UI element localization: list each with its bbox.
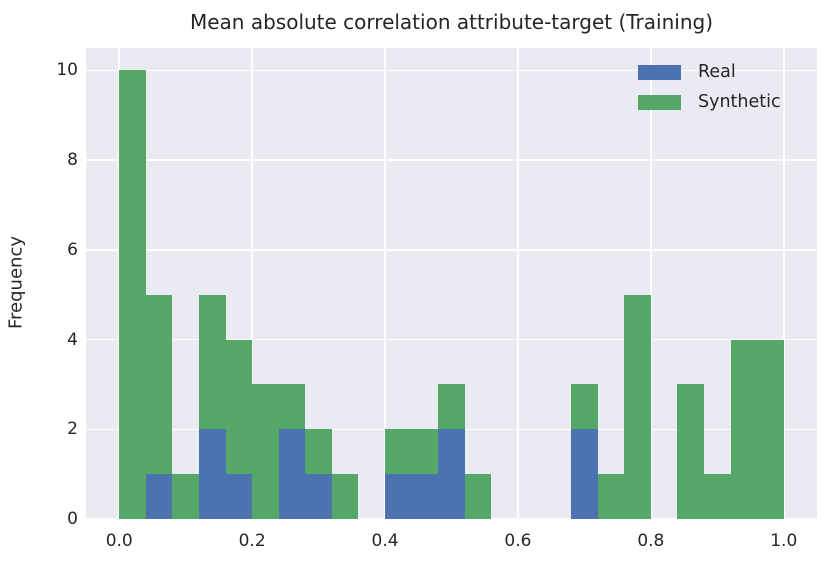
bar-column <box>305 429 332 519</box>
bar-column <box>225 339 253 519</box>
bar-column <box>677 384 705 519</box>
bar-column <box>730 339 758 519</box>
bar-column <box>571 384 598 519</box>
bar-column <box>252 384 279 519</box>
bar-segment-synthetic <box>411 429 439 475</box>
plot-area: Real Synthetic <box>86 48 817 520</box>
gridline-horizontal <box>86 249 817 251</box>
bar-column <box>464 474 492 519</box>
x-tick-label: 0.4 <box>371 531 399 551</box>
bar-segment-real <box>571 429 598 519</box>
bar-segment-real <box>225 474 253 519</box>
legend-item-synthetic: Synthetic <box>638 90 781 114</box>
bar-column <box>704 474 731 519</box>
bar-segment-synthetic <box>119 70 146 519</box>
bar-segment-synthetic <box>704 474 731 519</box>
bar-segment-synthetic <box>730 339 758 519</box>
gridline-horizontal <box>86 338 817 341</box>
bar-segment-real <box>411 474 439 519</box>
gridline-vertical <box>251 48 253 519</box>
gridline-vertical <box>384 48 386 519</box>
bar-segment-synthetic <box>464 474 492 519</box>
bar-segment-real <box>198 429 226 519</box>
bar-segment-synthetic <box>145 294 173 475</box>
bar-segment-real <box>278 429 306 519</box>
bar-column <box>172 474 199 519</box>
bar-segment-synthetic <box>225 339 253 475</box>
bar-segment-real <box>438 429 465 519</box>
gridline-vertical <box>650 48 652 519</box>
x-tick-label: 0.8 <box>637 531 665 551</box>
legend: Real Synthetic <box>638 60 781 114</box>
bar-segment-synthetic <box>278 384 306 430</box>
bar-segment-synthetic <box>624 294 651 519</box>
bar-segment-synthetic <box>172 474 199 519</box>
legend-swatch-synthetic <box>638 94 681 110</box>
gridline-horizontal <box>86 518 817 520</box>
y-tick-label: 6 <box>67 239 78 260</box>
y-tick-label: 10 <box>56 60 78 81</box>
bar-column <box>597 474 625 519</box>
bar-column <box>119 70 146 519</box>
bar-segment-synthetic <box>252 384 279 519</box>
bar-segment-synthetic <box>305 429 332 475</box>
bar-segment-real <box>385 474 412 519</box>
bar-column <box>624 294 651 519</box>
gridline-vertical <box>783 48 785 519</box>
y-tick-label: 4 <box>67 329 78 350</box>
bar-segment-synthetic <box>438 384 465 430</box>
y-tick-label: 0 <box>67 509 78 529</box>
bar-segment-real <box>145 474 173 519</box>
chart-title: Mean absolute correlation attribute-targ… <box>189 10 713 34</box>
bar-column <box>278 384 306 519</box>
legend-item-real: Real <box>638 60 781 84</box>
x-tick-label: 1.0 <box>770 531 798 551</box>
bar-column <box>331 474 359 519</box>
y-tick-label: 8 <box>67 150 78 171</box>
bar-column <box>411 429 439 519</box>
bar-segment-synthetic <box>571 384 598 430</box>
legend-swatch-real <box>638 64 681 80</box>
gridline-horizontal <box>86 69 817 72</box>
bar-segment-synthetic <box>677 384 705 519</box>
x-tick-label: 0.2 <box>238 531 266 551</box>
bar-column <box>438 384 465 519</box>
gridline-vertical <box>517 48 519 519</box>
bar-column <box>385 429 412 519</box>
bar-column <box>198 294 226 519</box>
bar-segment-synthetic <box>385 429 412 475</box>
bar-column <box>145 294 173 519</box>
x-tick-label: 0.0 <box>105 531 133 551</box>
y-axis-label: Frequency <box>5 236 27 329</box>
bar-segment-synthetic <box>198 294 226 430</box>
bar-segment-synthetic <box>597 474 625 519</box>
legend-label-synthetic: Synthetic <box>698 92 781 112</box>
bar-segment-synthetic <box>757 339 784 519</box>
bar-segment-synthetic <box>331 474 359 519</box>
legend-label-real: Real <box>698 62 736 82</box>
x-tick-label: 0.6 <box>504 531 532 551</box>
bar-column <box>757 339 784 519</box>
y-tick-label: 2 <box>67 419 78 440</box>
bar-segment-real <box>305 474 332 519</box>
gridline-horizontal <box>86 159 817 161</box>
